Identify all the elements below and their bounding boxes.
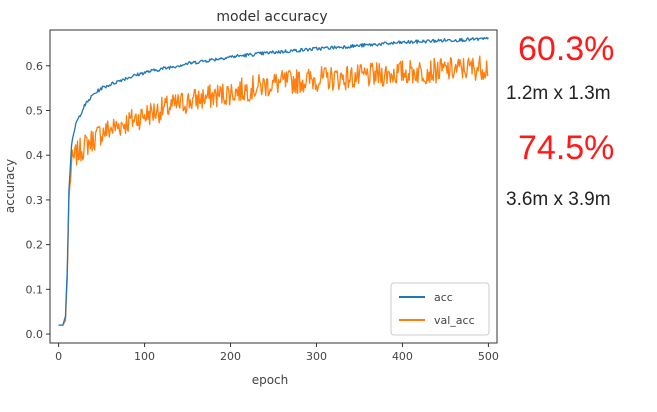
- x-tick-label: 0: [55, 350, 62, 363]
- data-point-val-acc: [316, 78, 318, 80]
- data-point-acc: [144, 72, 146, 74]
- dimensions-label-1: 1.2m x 1.3m: [506, 83, 611, 104]
- x-axis: 0 100 200 300 400 500: [55, 343, 499, 363]
- x-axis-label: epoch: [252, 373, 289, 387]
- accuracy-percent-2: 74.5%: [518, 129, 615, 167]
- y-axis: 0.0 0.1 0.2 0.3 0.4 0.5 0.6: [26, 60, 50, 341]
- y-tick-label: 0.6: [26, 60, 44, 73]
- data-point-val-acc: [445, 69, 447, 71]
- data-point-acc: [316, 48, 318, 50]
- data-point-acc: [359, 45, 361, 47]
- series-line-val-acc: [58, 55, 489, 326]
- data-point-val-acc: [101, 132, 103, 134]
- legend-acc-label: acc: [434, 291, 453, 304]
- data-point-acc: [122, 78, 124, 80]
- y-tick-label: 0.5: [26, 104, 44, 117]
- x-tick-label: 100: [134, 350, 155, 363]
- legend: acc val_acc: [390, 282, 490, 336]
- data-point-acc: [62, 324, 64, 326]
- data-point-acc: [68, 190, 70, 192]
- y-tick-label: 0.3: [26, 194, 44, 207]
- data-point-val-acc: [144, 114, 146, 116]
- data-point-val-acc: [187, 101, 189, 103]
- data-point-acc: [445, 39, 447, 41]
- y-axis-label: accuracy: [3, 159, 17, 213]
- data-point-acc: [75, 123, 77, 125]
- data-point-acc: [101, 87, 103, 89]
- data-point-acc: [84, 105, 86, 107]
- x-tick-label: 200: [220, 350, 241, 363]
- data-point-acc: [402, 42, 404, 44]
- data-point-val-acc: [359, 76, 361, 78]
- y-tick-label: 0.0: [26, 328, 44, 341]
- data-point-acc: [58, 324, 60, 326]
- data-point-acc: [187, 63, 189, 65]
- data-point-val-acc: [488, 66, 490, 68]
- data-point-acc: [488, 38, 490, 40]
- x-tick-label: 500: [478, 350, 499, 363]
- data-point-val-acc: [75, 154, 77, 156]
- series-layer: [58, 36, 490, 326]
- data-point-val-acc: [273, 83, 275, 85]
- y-tick-label: 0.4: [26, 149, 44, 162]
- dimensions-label-2: 3.6m x 3.9m: [506, 189, 611, 210]
- data-point-acc: [273, 52, 275, 54]
- data-point-val-acc: [402, 72, 404, 74]
- x-tick-label: 300: [306, 350, 327, 363]
- data-point-acc: [92, 94, 94, 96]
- data-point-val-acc: [122, 123, 124, 125]
- data-point-acc: [71, 145, 73, 147]
- data-point-val-acc: [230, 92, 232, 94]
- y-tick-label: 0.1: [26, 283, 44, 296]
- data-point-acc: [230, 56, 232, 58]
- data-point-val-acc: [84, 145, 86, 147]
- accuracy-percent-1: 60.3%: [518, 30, 615, 68]
- x-tick-label: 400: [392, 350, 413, 363]
- data-point-val-acc: [92, 139, 94, 141]
- y-tick-label: 0.2: [26, 239, 44, 252]
- data-point-acc: [66, 271, 68, 273]
- series-line-acc: [58, 36, 489, 326]
- chart-title: model accuracy: [216, 9, 327, 25]
- legend-val-acc-label: val_acc: [434, 314, 475, 327]
- data-point-acc: [65, 315, 67, 317]
